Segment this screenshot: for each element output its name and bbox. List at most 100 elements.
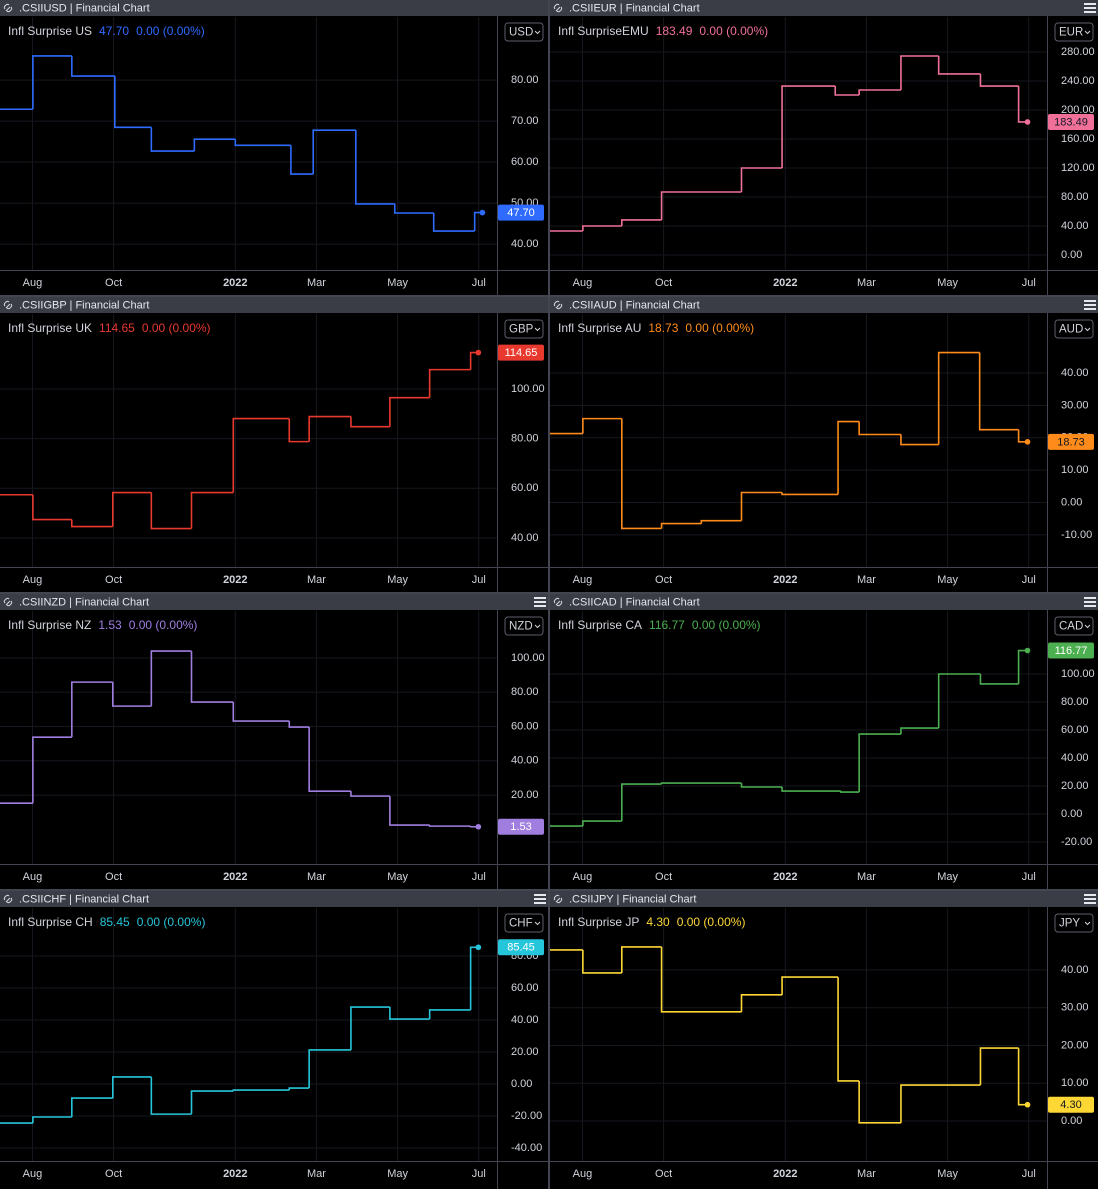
step-line: [71, 55, 115, 77]
y-tick-label: 200.00: [1061, 104, 1095, 116]
currency-button[interactable]: [1054, 616, 1094, 636]
panel-header: [550, 0, 1098, 16]
step-line: [979, 674, 1019, 685]
panel-header: [550, 594, 1098, 610]
y-tick-label: 10.00: [1061, 464, 1089, 476]
step-line: [350, 791, 390, 797]
x-tick-label: Jul: [1022, 277, 1036, 289]
legend-name: Infl Surprise JP: [558, 915, 639, 929]
step-line: [308, 1049, 351, 1089]
x-tick-label: May: [387, 574, 408, 586]
step-line: [428, 825, 471, 827]
currency-label[interactable]: NZD: [509, 621, 533, 633]
y-tick-label: 80.00: [511, 433, 539, 445]
currency-label[interactable]: USD: [509, 27, 533, 39]
step-line: [582, 949, 622, 974]
step-line: [840, 791, 860, 793]
legend-value: 114.65: [99, 321, 135, 335]
currency-label[interactable]: EUR: [1059, 27, 1083, 39]
x-tick-label: Jul: [1022, 574, 1036, 586]
currency-label[interactable]: GBP: [509, 324, 534, 336]
price-tag-label: 47.70: [507, 207, 535, 219]
step-line: [858, 1080, 901, 1124]
x-tick-label: Oct: [655, 871, 672, 883]
step-line: [837, 977, 860, 1082]
panel-background: [0, 0, 548, 295]
step-line: [582, 820, 622, 827]
x-tick-label: May: [387, 1168, 408, 1180]
currency-button[interactable]: [1054, 22, 1094, 42]
step-line: [150, 492, 192, 530]
currency-chevron: [1084, 327, 1091, 332]
x-tick-label: Mar: [857, 277, 876, 289]
y-tick-label: 40.00: [1061, 964, 1089, 976]
legend-value: 18.73: [648, 321, 678, 335]
link-icon: [3, 597, 13, 607]
legend-value: 85.45: [100, 915, 130, 929]
price-tag: [498, 344, 544, 361]
legend-change: 0.00 (0.00%): [129, 618, 198, 632]
legend-name: Infl Surprise US: [8, 24, 92, 38]
panel-header: [0, 594, 548, 610]
currency-button[interactable]: [504, 913, 544, 933]
panel-header: [550, 297, 1098, 313]
menu-icon: [534, 898, 546, 900]
legend: Infl Surprise CA 116.77 0.00 (0.00%): [558, 618, 761, 632]
x-tick-label: May: [387, 277, 408, 289]
step-line: [621, 418, 662, 530]
legend-change: 0.00 (0.00%): [136, 24, 205, 38]
currency-button[interactable]: [504, 616, 544, 636]
currency-button[interactable]: [504, 319, 544, 339]
y-tick-label: 60.00: [511, 720, 539, 732]
step-line: [32, 736, 72, 804]
y-tick-label: 40.00: [1061, 220, 1089, 232]
step-line: [393, 203, 434, 214]
step-line: [781, 492, 839, 496]
x-tick-label: Aug: [23, 277, 43, 289]
price-tag-label: 183.49: [1054, 116, 1088, 128]
y-tick-label: 120.00: [1061, 162, 1095, 174]
currency-label[interactable]: CHF: [509, 918, 533, 930]
y-tick-label: 60.00: [511, 982, 539, 994]
panel-background: [550, 297, 1098, 592]
legend-name: Infl Surprise UK: [8, 321, 92, 335]
legend-name: Infl Surprise AU: [558, 321, 641, 335]
step-line: [740, 491, 783, 521]
legend-value: 4.30: [646, 915, 670, 929]
chart-panel: .CSIICAD | Financial Chart 100.00 80.00 60.…: [550, 594, 1098, 889]
step-line: [781, 85, 836, 169]
y-tick-label: 10.00: [1061, 1077, 1089, 1089]
x-tick-label: Mar: [857, 1168, 876, 1180]
legend: Infl Surprise UK 114.65 0.00 (0.00%): [8, 321, 211, 335]
currency-label[interactable]: CAD: [1059, 621, 1083, 633]
step-line: [937, 56, 981, 75]
y-tick-label: -10.00: [1061, 529, 1092, 541]
currency-button[interactable]: [1054, 913, 1094, 933]
currency-label[interactable]: AUD: [1059, 324, 1083, 336]
x-tick-label: Oct: [655, 1168, 672, 1180]
menu-icon: [534, 894, 546, 896]
menu-icon: [1084, 304, 1096, 306]
x-tick-label: Jul: [472, 574, 486, 586]
x-tick-label: Jul: [1022, 871, 1036, 883]
step-line: [858, 421, 901, 436]
currency-button[interactable]: [504, 22, 544, 42]
step-line: [428, 1009, 471, 1020]
x-tick-label: Mar: [307, 277, 326, 289]
currency-button[interactable]: [1054, 319, 1094, 339]
link-icon: [553, 3, 563, 13]
legend-change: 0.00 (0.00%): [142, 321, 211, 335]
x-tick-label: Aug: [23, 574, 43, 586]
step-line: [232, 1089, 290, 1092]
currency-label[interactable]: JPY: [1059, 918, 1080, 930]
x-tick-label: May: [937, 574, 958, 586]
legend-change: 0.00 (0.00%): [677, 915, 746, 929]
price-tag: [498, 204, 544, 221]
last-point: [1024, 119, 1031, 125]
x-tick-label: Aug: [23, 1168, 43, 1180]
y-tick-label: 20.00: [511, 789, 539, 801]
step-line: [32, 494, 72, 521]
x-tick-label: Mar: [307, 1168, 326, 1180]
y-tick-label: 40.00: [511, 532, 539, 544]
